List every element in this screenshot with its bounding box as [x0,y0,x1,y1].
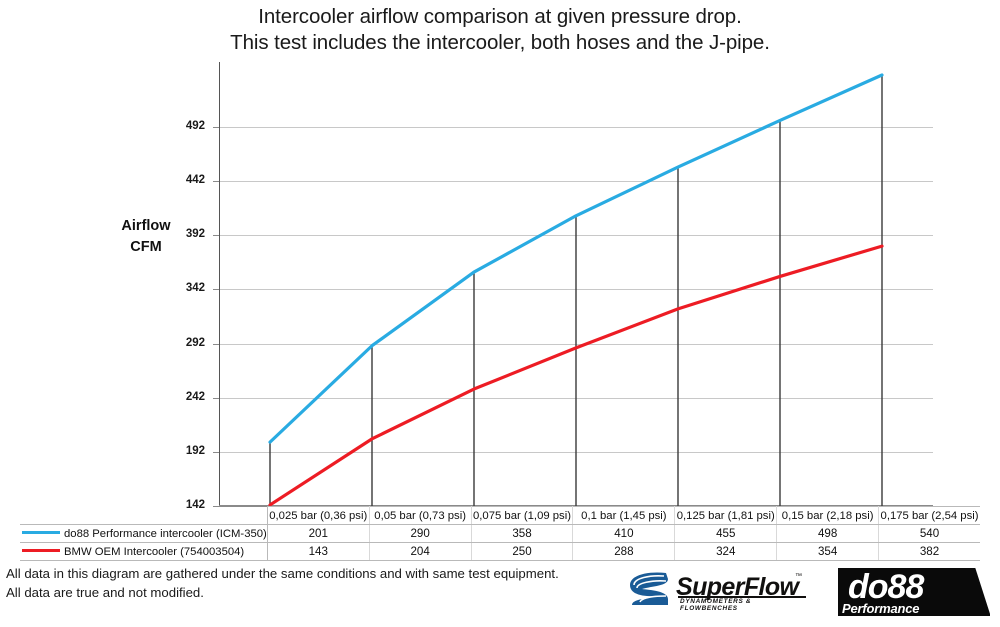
series-line [268,73,884,444]
table-value-cell: 324 [674,542,778,561]
do88-logo: do88 Performance [838,567,991,617]
superflow-divider [678,596,806,598]
table-value-cell: 250 [471,542,574,561]
y-axis-tick-label: 492 [185,119,205,132]
data-table: 0,025 bar (0,36 psi) 0,05 bar (0,73 psi) 0… [20,506,980,561]
superflow-swoosh-icon [630,572,668,605]
table-row-header: 0,025 bar (0,36 psi) 0,05 bar (0,73 psi) 0… [20,506,980,525]
table-header-cell: 0,125 bar (1,81 psi) [674,506,778,525]
legend-label-do88: do88 Performance intercooler (ICM-350) [64,527,267,540]
gridline [219,126,933,128]
y-axis-tick-label: 192 [185,444,205,457]
series-lines [268,73,884,507]
legend-swatch-blue [22,531,60,535]
table-header-cell: 0,15 bar (2,18 psi) [776,506,880,525]
table-value-cell: 498 [776,524,880,543]
y-axis-tick-label: 342 [185,282,205,295]
y-axis-tick-mark [213,289,219,291]
footer-note-line-2: All data are true and not modified. [6,584,204,600]
table-header-cell: 0,1 bar (1,45 psi) [572,506,676,525]
do88-tagline: Performance [842,601,920,616]
footer-note-line-1: All data in this diagram are gathered un… [6,566,559,581]
chart-title: Intercooler airflow comparison at given … [0,4,1000,56]
table-header-cell: 0,075 bar (1,09 psi) [471,506,574,525]
plot-area [213,62,933,507]
y-axis-tick-mark [213,451,219,453]
table-value-cell: 201 [267,524,370,543]
do88-wordmark: do88 [848,568,924,606]
table-value-cell: 290 [369,524,472,543]
y-axis-tick-mark [213,343,219,345]
table-value-cell: 410 [572,524,676,543]
table-row-series-1: do88 Performance intercooler (ICM-350) 2… [20,524,980,543]
legend-label-bmw: BMW OEM Intercooler (754003504) [64,545,245,558]
y-axis-title: Airflow CFM [104,216,188,258]
y-axis-tick-label: 292 [185,336,205,349]
table-value-cell: 455 [674,524,778,543]
footer-note: All data in this diagram are gathered un… [6,565,559,602]
y-axis-tick-mark [213,397,219,399]
table-header-cell: 0,175 bar (2,54 psi) [878,506,980,525]
series-line [268,244,884,507]
table-value-cell: 143 [267,542,370,561]
superflow-trademark: ™ [795,573,802,580]
gridline [219,181,933,183]
superflow-tagline: DYNAMOMETERS & FLOWBENCHES [680,598,752,612]
superflow-logo: SuperFlow ™ DYNAMOMETERS & FLOWBENCHES [628,569,808,613]
legend-swatch-red [22,549,60,553]
legend-item-bmw[interactable]: BMW OEM Intercooler (754003504) [20,542,268,561]
y-axis-tick-label: 392 [185,228,205,241]
y-axis-title-line-1: Airflow [121,218,171,234]
y-axis-tick-mark [213,235,219,237]
table-value-cell: 358 [471,524,574,543]
table-row-series-2: BMW OEM Intercooler (754003504) 143 204 25… [20,542,980,561]
table-value-cell: 540 [878,524,980,543]
table-header-cell: 0,025 bar (0,36 psi) [267,506,370,525]
table-value-cell: 354 [776,542,880,561]
table-value-cell: 204 [369,542,472,561]
y-axis-tick-label: 442 [185,174,205,187]
chart-title-line-2: This test includes the intercooler, both… [230,31,770,54]
y-axis-line [219,62,220,506]
y-axis-tick-mark [213,181,219,183]
legend-item-do88[interactable]: do88 Performance intercooler (ICM-350) [20,524,268,543]
legend-header-blank [20,506,268,525]
do88-slash-accent [975,567,991,617]
y-axis-tick-label: 242 [185,390,205,403]
y-axis-tick-mark [213,126,219,128]
chart-title-line-1: Intercooler airflow comparison at given … [258,5,742,28]
y-axis-title-line-2: CFM [130,239,162,255]
table-header-cell: 0,05 bar (0,73 psi) [369,506,472,525]
table-value-cell: 288 [572,542,676,561]
table-value-cell: 382 [878,542,980,561]
